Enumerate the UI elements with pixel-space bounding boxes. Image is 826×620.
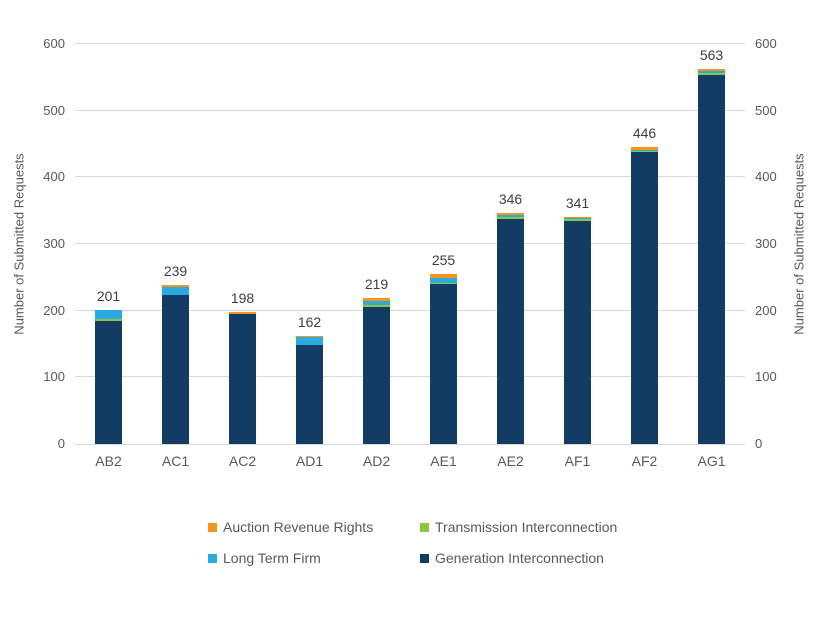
bar-total-label-AF2: 446 — [632, 124, 657, 141]
legend-item-transmission-interconnection: Transmission Interconnection — [420, 519, 617, 535]
bar-total-label-AG1: 563 — [699, 46, 724, 63]
bar-AF1-segment-auction-revenue-rights — [564, 216, 591, 218]
bar-AG1-segment-auction-revenue-rights — [698, 68, 725, 72]
bar-AF2-segment-long-term-firm — [631, 150, 658, 151]
bar-AC2-segment-auction-revenue-rights — [229, 312, 256, 314]
x-tick-label-AD2: AD2 — [362, 453, 391, 469]
bar-AF2-segment-generation-interconnection — [631, 152, 658, 444]
plot-area: 201 AB2 239 AC1 198 AC2 162 AD1 219 AD2 255 AE1 346 A… — [75, 43, 745, 469]
bar-AE1-segment-generation-interconnection — [430, 284, 457, 444]
bar-total-label-AD1: 162 — [297, 314, 322, 330]
x-tick-label-AC2: AC2 — [228, 453, 257, 469]
y-tick-label-left-500: 500 — [43, 102, 65, 118]
legend-item-long-term-firm: Long Term Firm — [208, 550, 420, 566]
y-tick-label-right-100: 100 — [755, 369, 777, 385]
bar-AD2-segment-generation-interconnection — [363, 307, 390, 444]
y-tick-label-left-600: 600 — [43, 36, 65, 51]
bar-total-label-AC1: 239 — [163, 262, 188, 279]
legend-swatch-auction-revenue-rights — [208, 522, 217, 532]
bar-AD1-segment-generation-interconnection — [296, 344, 323, 444]
bar-total-label-AE1: 255 — [431, 252, 456, 268]
legend-item-generation-interconnection: Generation Interconnection — [420, 550, 617, 566]
bar-AG1-segment-long-term-firm — [698, 71, 725, 73]
x-tick-label-AD1: AD1 — [295, 453, 324, 469]
gridline-500 — [75, 109, 745, 111]
bar-total-label-AE2: 346 — [498, 191, 523, 208]
bar-AE1-segment-long-term-firm — [430, 278, 457, 283]
bar-AD1-segment-auction-revenue-rights — [296, 336, 323, 338]
bar-AF2-segment-auction-revenue-rights — [631, 146, 658, 150]
y-tick-label-left-100: 100 — [43, 369, 65, 385]
bar-total-label-AC2: 198 — [230, 290, 255, 306]
gridline-100 — [75, 376, 745, 378]
x-tick-label-AE1: AE1 — [430, 453, 457, 469]
bar-AD2-segment-transmission-interconnection — [363, 304, 390, 308]
bar-total-label-AB2: 201 — [96, 288, 121, 304]
bar-AE1-segment-transmission-interconnection — [430, 282, 457, 284]
bar-AE2-segment-generation-interconnection — [497, 218, 524, 444]
bar-AD1-segment-long-term-firm — [296, 337, 323, 345]
legend-item-auction-revenue-rights: Auction Revenue Rights — [208, 519, 420, 535]
legend: Auction Revenue Rights Transmission Inter… — [208, 519, 617, 566]
legend-label: Auction Revenue Rights — [223, 519, 374, 535]
x-tick-label-AB2: AB2 — [95, 453, 122, 469]
bar-AG1-segment-transmission-interconnection — [698, 72, 725, 75]
gridline-600 — [75, 43, 745, 44]
legend-label: Generation Interconnection — [435, 550, 604, 566]
x-tick-label-AC1: AC1 — [161, 453, 190, 469]
y-tick-label-right-300: 300 — [755, 236, 777, 251]
y-tick-label-right-0: 0 — [755, 436, 763, 451]
legend-swatch-transmission-interconnection — [420, 522, 429, 532]
bar-AE2-segment-transmission-interconnection — [497, 216, 524, 219]
bar-total-label-AF1: 341 — [565, 194, 590, 211]
legend-swatch-long-term-firm — [208, 553, 217, 563]
bar-AF2-segment-transmission-interconnection — [631, 150, 658, 152]
bar-AC1-segment-long-term-firm — [162, 286, 189, 295]
bar-AC1-segment-auction-revenue-rights — [162, 284, 189, 287]
y-tick-label-left-200: 200 — [43, 302, 65, 318]
legend-label: Long Term Firm — [223, 550, 321, 566]
bar-AC2-segment-generation-interconnection — [229, 314, 256, 444]
x-tick-label-AF2: AF2 — [631, 453, 658, 469]
y-tick-label-left-0: 0 — [57, 436, 65, 451]
bar-AB2-segment-transmission-interconnection — [95, 318, 122, 322]
bar-AF1-segment-generation-interconnection — [564, 220, 591, 444]
bar-AG1-segment-generation-interconnection — [698, 74, 725, 444]
bar-AB2-segment-generation-interconnection — [95, 321, 122, 444]
legend-label: Transmission Interconnection — [435, 519, 618, 535]
y-tick-label-right-400: 400 — [755, 169, 777, 185]
bar-AD2-segment-auction-revenue-rights — [363, 298, 390, 302]
y-tick-label-right-500: 500 — [755, 102, 777, 118]
bar-AE2-segment-auction-revenue-rights — [497, 213, 524, 216]
y-tick-label-left-400: 400 — [43, 169, 65, 185]
y-tick-label-left-300: 300 — [43, 236, 65, 251]
bar-AD2-segment-long-term-firm — [363, 301, 390, 305]
gridline-400 — [75, 176, 745, 178]
bar-AF1-segment-long-term-firm — [564, 217, 591, 219]
bar-AB2-segment-long-term-firm — [95, 310, 122, 319]
y-tick-label-right-600: 600 — [755, 36, 777, 51]
bar-AE2-segment-long-term-firm — [497, 215, 524, 217]
x-tick-label-AE2: AE2 — [497, 453, 524, 469]
x-tick-label-AF1: AF1 — [564, 453, 591, 469]
y-tick-label-right-200: 200 — [755, 302, 777, 318]
x-tick-label-AG1: AG1 — [697, 453, 726, 469]
legend-swatch-generation-interconnection — [420, 553, 429, 563]
bar-AE1-segment-auction-revenue-rights — [430, 274, 457, 278]
gridline-300 — [75, 243, 745, 244]
bar-AC1-segment-generation-interconnection — [162, 294, 189, 444]
bar-total-label-AD2: 219 — [364, 276, 389, 292]
bar-AF1-segment-transmission-interconnection — [564, 218, 591, 221]
gridline-200 — [75, 309, 745, 311]
